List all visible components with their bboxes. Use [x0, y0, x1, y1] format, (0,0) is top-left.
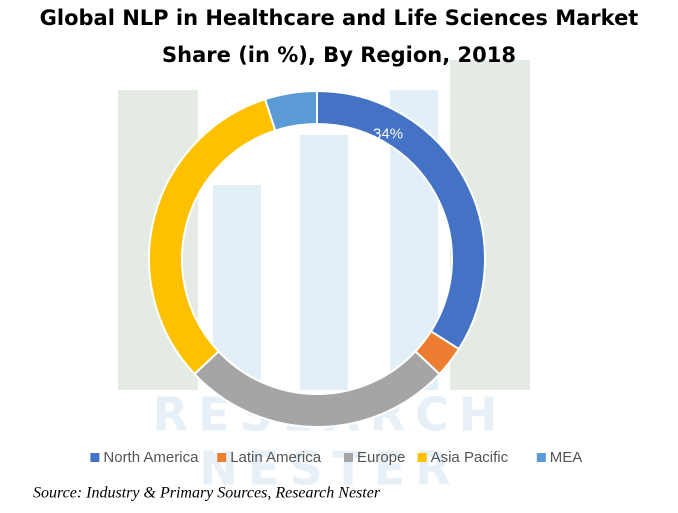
legend-label: North America	[103, 449, 199, 466]
watermark-text: NESTER	[199, 442, 460, 496]
legend-label: MEA	[550, 449, 583, 466]
source: Source: Industry & Primary Sources, Rese…	[33, 485, 381, 502]
donut-segment	[263, 89, 318, 132]
chart-title: Global NLP in Healthcare and Life Scienc…	[40, 6, 639, 30]
chart-title: Share (in %), By Region, 2018	[162, 43, 516, 67]
legend-swatch	[536, 453, 546, 462]
data-label: 34%	[373, 125, 403, 142]
legend-label: Asia Pacific	[431, 449, 509, 466]
legend-label: Europe	[357, 449, 405, 466]
watermark-bar	[300, 135, 348, 390]
legend-swatch	[344, 453, 353, 462]
legend-swatch	[417, 453, 427, 462]
legend-swatch	[90, 453, 100, 462]
legend-label: Latin America	[230, 449, 322, 466]
legend-swatch	[217, 453, 227, 462]
